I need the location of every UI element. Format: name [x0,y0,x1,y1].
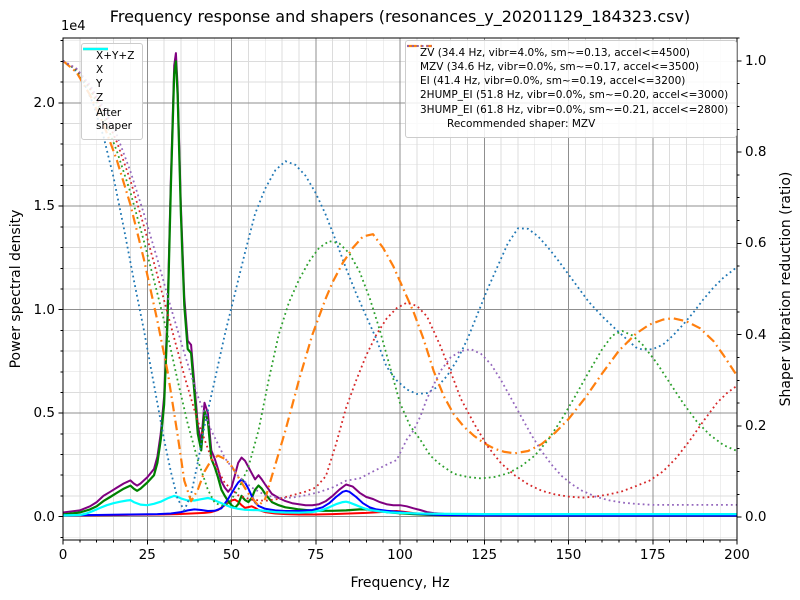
legend-label: Y [96,78,103,91]
series-3hump-ei [63,60,737,506]
x-tick-label: 50 [222,547,241,563]
legend-item-z: Z [83,48,134,105]
y-axis-label-left: Power spectral density [8,209,24,369]
x-tick-label: 25 [138,547,156,563]
y-right-tick-label: 0.0 [745,509,767,526]
legend-item-x: X [83,48,134,77]
legend-label: X+Y+Z [96,50,135,62]
y-left-tick-label: 1.5 [33,198,55,215]
x-tick-label: 150 [555,547,582,563]
legend-line-sample [83,47,108,51]
legend-label: MZV (34.6 Hz, vibr=0.0%, sm~=0.17, accel… [420,61,700,74]
series-y [63,60,737,517]
legend-recommended-shaper: Recommended shaper: MZV [447,117,596,130]
x-tick-label: 175 [639,547,666,563]
x-tick-label: 0 [58,547,68,563]
series-mzv [63,59,737,507]
y-right-tick-label: 0.2 [745,417,767,434]
y-axis-label-right: Shaper vibration reduction (ratio) [778,171,794,407]
y-left-tick-label: 2.0 [33,94,55,111]
legend-item-3hump-ei: 3HUMP_EI (61.8 Hz, vibr=0.0%, sm~=0.21, … [407,45,729,117]
legend-label: After shaper [96,106,133,132]
y-right-tick-label: 1.0 [745,52,767,69]
legend-shapers: ZV (34.4 Hz, vibr=4.0%, sm~=0.13, accel<… [405,40,738,138]
x-tick-label: 125 [471,547,498,563]
y-right-tick-label: 0.8 [745,144,767,161]
series-ei [63,60,737,507]
legend-label: EI (41.4 Hz, vibr=0.0%, sm~=0.19, accel<… [420,75,686,88]
legend-label: X [96,64,104,77]
x-tick-label: 75 [307,547,325,563]
y-axis-offset-label: 1e4 [61,19,86,34]
x-tick-label: 200 [724,547,750,563]
legend-item-after-shaper: After shaper [83,47,134,133]
legend-line-sample [407,45,432,47]
legend-item-ei: EI (41.4 Hz, vibr=0.0%, sm~=0.19, accel<… [407,45,728,88]
y-left-tick-label: 1.0 [33,301,55,318]
chart-title: Frequency response and shapers (resonanc… [109,7,691,26]
x-axis-label: Frequency, Hz [350,575,450,591]
legend-label: ZV (34.4 Hz, vibr=4.0%, sm~=0.13, accel<… [420,47,690,59]
x-tick-label: 100 [387,547,413,563]
legend-item-2hump-ei: 2HUMP_EI (51.8 Hz, vibr=0.0%, sm~=0.20, … [407,45,729,102]
legend-psd: X+Y+Z X Y Z After shaper [81,43,144,140]
legend-label: 2HUMP_EI (51.8 Hz, vibr=0.0%, sm~=0.20, … [420,89,729,102]
legend-item-mzv: MZV (34.6 Hz, vibr=0.0%, sm~=0.17, accel… [407,44,728,74]
legend-item-zv: ZV (34.4 Hz, vibr=4.0%, sm~=0.13, accel<… [407,45,728,60]
legend-item-y: Y [83,47,134,91]
series-x-y-z [63,52,737,516]
series-2hump-ei [63,60,737,502]
series-zv [63,60,737,512]
y-left-tick-label: 0.5 [33,405,55,422]
legend-label: Z [96,92,104,105]
y-left-tick-label: 0.0 [33,508,55,525]
legend-label: 3HUMP_EI (61.8 Hz, vibr=0.0%, sm~=0.21, … [420,103,729,116]
y-right-tick-label: 0.4 [745,326,767,343]
y-right-tick-label: 0.6 [745,235,767,252]
series-after-shaper [63,494,737,517]
